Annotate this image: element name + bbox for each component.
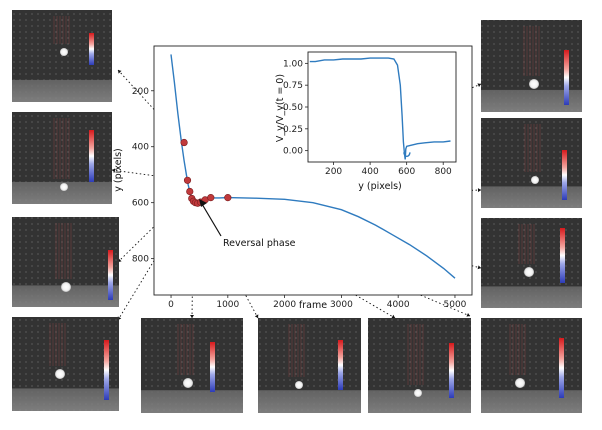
inset-x-tick-label: 600 [398, 167, 415, 177]
main-x-tick-label: 1000 [216, 300, 239, 310]
colorbar [559, 338, 564, 398]
inset-y-tick-label: 1.00 [283, 59, 303, 69]
colorbar [89, 33, 94, 65]
inset-y-tick-label: 0.25 [283, 125, 303, 135]
trajectory-marker [207, 194, 215, 202]
inset-velocity-line [309, 57, 451, 160]
particle [60, 48, 68, 56]
inset-y-tick-label: 0.75 [283, 81, 303, 91]
inset-x-tick-label: 800 [435, 167, 452, 177]
inset-y-label: V_y/V_y(t = 0) [275, 74, 286, 142]
colorbar [108, 250, 113, 300]
particle [531, 176, 539, 184]
main-y-tick-label: 200 [132, 87, 149, 97]
inset-x-tick-label: 400 [362, 167, 379, 177]
colorbar [338, 340, 343, 390]
connector-arrowhead [112, 168, 116, 173]
snapshot-thumbnail [481, 118, 582, 208]
main-y-label: y (pixels) [113, 148, 124, 192]
snapshot-thumbnail [481, 20, 582, 112]
connector-line [117, 191, 191, 263]
particle [61, 282, 71, 292]
connector-arrowhead [391, 314, 395, 319]
reversal-arrow-head [199, 199, 207, 207]
snapshot-thumbnail [12, 217, 119, 307]
snapshot-thumbnail [12, 10, 112, 102]
connector-arrowhead [466, 312, 470, 317]
trajectory-marker [186, 187, 194, 196]
connector-line [117, 69, 185, 143]
main-x-label: frame [299, 300, 327, 311]
reversal-label: Reversal phase [223, 238, 296, 249]
colorbar [560, 228, 565, 283]
particle [515, 378, 525, 388]
main-y-tick-label: 600 [132, 199, 149, 209]
colorbar [564, 50, 569, 105]
colorbar [562, 150, 567, 200]
snapshot-thumbnail [12, 112, 112, 204]
connector-line [200, 201, 471, 317]
trajectory-marker [224, 194, 232, 202]
inset-y-tick-label: 0.00 [283, 147, 303, 157]
main-x-tick-label: 5000 [444, 300, 467, 310]
main-x-tick-label: 3000 [330, 300, 353, 310]
connector-arrowhead [477, 83, 481, 88]
snapshot-thumbnail [481, 218, 582, 308]
inset-x-tick-label: 200 [325, 167, 342, 177]
particle [55, 369, 65, 379]
colorbar [89, 130, 94, 182]
colorbar [104, 340, 109, 400]
colorbar [210, 342, 215, 392]
main-y-tick-label: 800 [132, 255, 149, 265]
particle [529, 79, 539, 89]
main-y-tick-label: 400 [132, 143, 149, 153]
particle [183, 378, 193, 388]
snapshot-thumbnail [368, 318, 471, 413]
connector-arrowhead [477, 188, 481, 193]
particle [60, 183, 68, 191]
particle [524, 267, 534, 277]
inset-y-tick-label: 0.50 [283, 103, 303, 113]
inset-x-label: y (pixels) [358, 181, 402, 192]
snapshot-thumbnails [12, 10, 582, 413]
main-axis-ticks: 0 1000 2000 3000 4000 5000 200 400 600 800 [132, 87, 467, 310]
inset-plot-frame [307, 51, 457, 163]
connector-arrowhead [190, 314, 195, 318]
connector-arrowhead [254, 314, 259, 318]
snapshot-thumbnail [481, 318, 582, 413]
colorbar [449, 343, 454, 398]
main-x-tick-label: 4000 [387, 300, 410, 310]
connector-arrowhead [118, 70, 122, 74]
main-markers [180, 138, 232, 207]
snapshot-thumbnail [258, 318, 361, 413]
trajectory-marker [180, 138, 188, 147]
snapshot-thumbnail [141, 318, 243, 413]
reversal-arrow-line [201, 203, 222, 237]
inset-axis-ticks: 200 400 600 800 0.00 0.25 0.50 0.75 1.00 [283, 59, 452, 177]
particle [295, 381, 303, 389]
connector-line [111, 169, 188, 181]
particle [414, 389, 422, 397]
main-x-tick-label: 2000 [273, 300, 296, 310]
trajectory-marker [183, 176, 192, 184]
main-x-tick-label: 0 [168, 300, 174, 310]
connector-arrowhead [477, 265, 481, 270]
snapshot-thumbnail [12, 317, 119, 411]
